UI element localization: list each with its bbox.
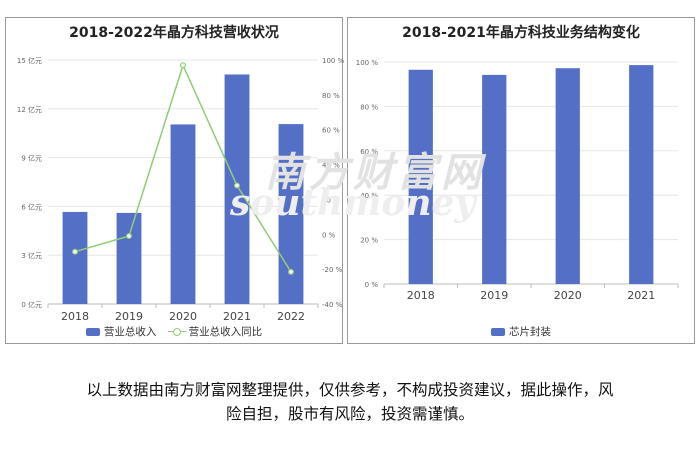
revenue-yoy-point — [234, 182, 241, 189]
y-left-tick-label: 0 亿元 — [21, 300, 42, 309]
legend-line-swatch — [167, 327, 186, 336]
revenue-yoy-point — [125, 233, 132, 240]
x-tick-label: 2019 — [115, 310, 143, 323]
disclaimer-line-1: 以上数据由南方财富网整理提供，仅供参考，不构成投资建议，据此操作，风 — [86, 381, 614, 399]
y-tick-label: 60 % — [360, 148, 378, 156]
business-structure-chart-panel: 2018-2021年晶方科技业务结构变化 0 % 20 % 40 % 60 % 80 %… — [347, 17, 695, 344]
chip-packaging-bar — [629, 65, 654, 284]
chip-packaging-bar — [555, 68, 580, 284]
revenue-chart-plot: 0 亿元 3 亿元 6 亿元 9 亿元 12 亿元 15 亿元 -40 % -20 % 0 % 2… — [17, 56, 344, 323]
legend-label-chip-packaging: 芯片封装 — [509, 326, 551, 338]
legend-item-chip-packaging[interactable]: 芯片封装 — [491, 324, 551, 339]
revenue-chart-legend: 营业总收入 营业总收入同比 — [6, 324, 342, 339]
revenue-yoy-point — [288, 268, 295, 275]
business-structure-chart-title: 2018-2021年晶方科技业务结构变化 — [402, 25, 640, 41]
x-tick-label: 2021 — [627, 289, 655, 302]
x-tick-label: 2022 — [277, 310, 305, 323]
revenue-bar — [62, 211, 88, 304]
legend-item-revenue-yoy[interactable]: 营业总收入同比 — [167, 324, 263, 339]
x-tick-label: 2018 — [61, 310, 89, 323]
y-tick-label: 100 % — [356, 59, 379, 67]
y-left-tick-label: 3 亿元 — [21, 251, 42, 260]
revenue-chart-title: 2018-2022年晶方科技营收状况 — [69, 25, 279, 41]
y-right-tick-label: 80 % — [322, 92, 340, 100]
x-tick-label: 2021 — [223, 310, 251, 323]
y-tick-label: 20 % — [360, 237, 378, 245]
y-left-tick-label: 6 亿元 — [21, 202, 42, 211]
legend-label-revenue-yoy: 营业总收入同比 — [188, 326, 263, 338]
y-tick-label: 40 % — [360, 192, 378, 200]
chip-packaging-bar — [482, 74, 507, 284]
business-structure-chart-plot: 0 % 20 % 40 % 60 % 80 % 100 % 2018 2019 2020 2021 — [356, 59, 679, 302]
legend-bar-swatch — [491, 327, 505, 336]
x-tick-label: 2020 — [554, 289, 582, 302]
legend-label-revenue: 营业总收入 — [103, 326, 157, 338]
y-left-tick-label: 9 亿元 — [21, 154, 42, 163]
y-right-tick-label: 60 % — [322, 127, 340, 135]
y-tick-label: 0 % — [365, 281, 379, 289]
legend-item-revenue[interactable]: 营业总收入 — [85, 324, 157, 339]
legend-bar-swatch — [85, 327, 100, 336]
y-right-tick-label: -40 % — [322, 301, 343, 309]
revenue-chart-panel: 2018-2022年晶方科技营收状况 0 亿元 3 亿元 6 亿元 9 亿元 12 亿元… — [5, 17, 344, 344]
x-tick-label: 2018 — [407, 289, 435, 302]
y-right-tick-label: 40 % — [322, 162, 340, 170]
revenue-yoy-point — [71, 248, 78, 255]
y-right-tick-label: 20 % — [322, 196, 340, 204]
business-structure-chart-legend: 芯片封装 — [348, 324, 694, 339]
y-right-tick-label: 0 % — [322, 231, 336, 239]
revenue-bar — [278, 124, 304, 304]
revenue-bar — [224, 74, 250, 305]
revenue-yoy-point — [180, 62, 187, 69]
disclaimer-text: 以上数据由南方财富网整理提供，仅供参考，不构成投资建议，据此操作，风 险自担，股… — [40, 378, 660, 426]
revenue-bar — [170, 124, 196, 304]
disclaimer-line-2: 险自担，股市有风险，投资需谨慎。 — [225, 405, 474, 423]
revenue-bar — [116, 212, 142, 304]
x-tick-label: 2019 — [480, 289, 508, 302]
y-left-tick-label: 15 亿元 — [17, 56, 42, 65]
y-right-tick-label: -20 % — [322, 266, 343, 274]
y-tick-label: 80 % — [360, 103, 378, 111]
x-tick-label: 2020 — [169, 310, 197, 323]
y-right-tick-label: 100 % — [322, 57, 344, 65]
y-left-tick-label: 12 亿元 — [17, 105, 42, 114]
chip-packaging-bar — [408, 69, 433, 284]
